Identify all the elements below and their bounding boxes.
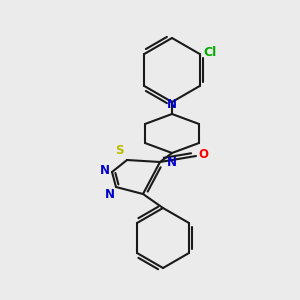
Text: N: N	[167, 156, 177, 169]
Text: N: N	[167, 98, 177, 111]
Text: N: N	[100, 164, 110, 178]
Text: O: O	[198, 148, 208, 161]
Text: N: N	[105, 188, 115, 201]
Text: S: S	[116, 144, 124, 157]
Text: Cl: Cl	[204, 46, 217, 59]
